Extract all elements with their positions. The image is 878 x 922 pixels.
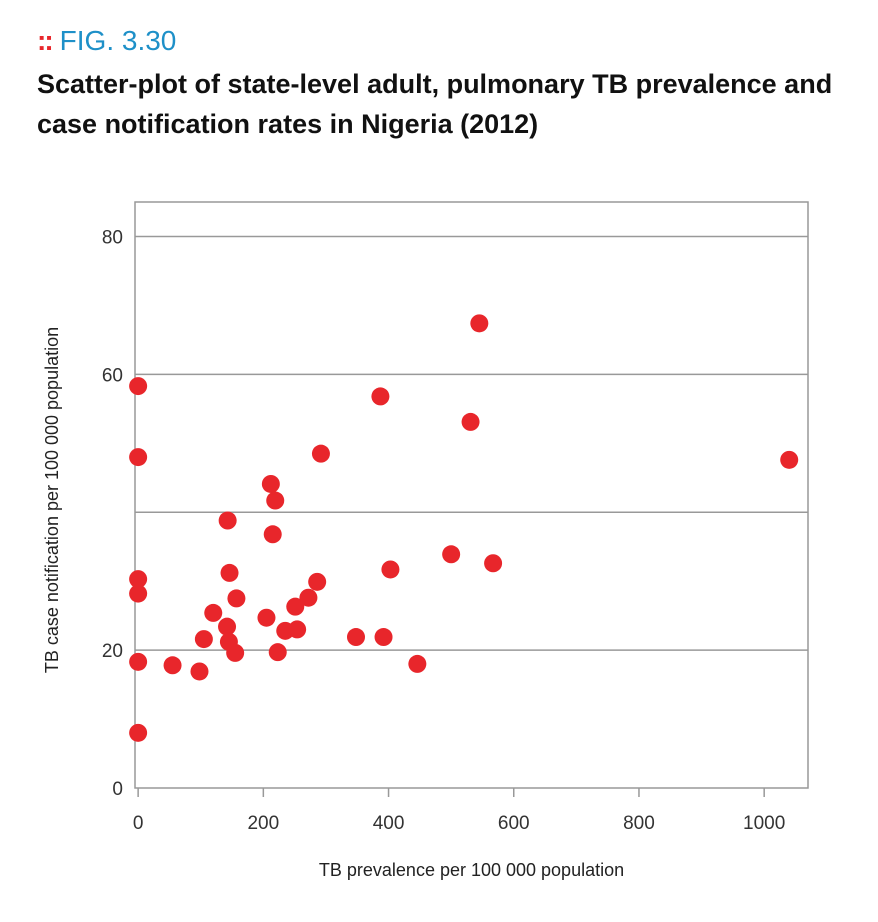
data-point [286,597,305,616]
data-point [261,474,280,493]
data-point [129,570,148,589]
data-point [163,656,182,675]
figure-marker: :: [37,25,54,56]
data-points [129,314,799,742]
data-point [780,450,799,469]
x-tick-label: 0 [133,813,144,834]
data-point [129,723,148,742]
chart-title: Scatter-plot of state-level adult, pulmo… [37,69,833,139]
data-point [220,563,239,582]
data-point [218,617,237,636]
plot-frame [134,201,809,789]
y-tick-label: 0 [112,779,123,800]
y-axis-label: TB case notification per 100 000 populat… [42,327,62,673]
x-tick-label: 400 [373,813,405,834]
data-point [257,608,276,627]
data-point [371,387,390,406]
y-tick-label: 60 [102,365,123,386]
data-point [218,511,237,530]
data-point [227,589,246,608]
x-tick-label: 800 [623,813,655,834]
data-point [299,588,318,607]
gridlines [135,235,808,651]
data-point [129,584,148,603]
data-point [461,412,480,431]
x-tick-label: 600 [498,813,530,834]
data-point [346,628,365,647]
x-tick-label: 1000 [743,813,785,834]
figure-number: FIG. 3.30 [59,25,177,56]
data-point [129,448,148,467]
data-point [408,654,427,673]
data-point [190,662,209,681]
data-point [129,377,148,396]
x-tick-label: 200 [247,813,279,834]
data-point [381,560,400,579]
y-tick-label: 80 [102,227,123,248]
data-point [311,444,330,463]
data-point [484,554,503,573]
y-tick-label: 20 [102,641,123,662]
data-point [374,628,393,647]
data-point [204,603,223,622]
x-axis-label: TB prevalence per 100 000 population [319,860,624,880]
data-point [266,491,285,510]
data-point [263,525,282,544]
data-point [308,572,327,591]
figure-label: :: FIG. 3.30 [37,24,176,58]
data-point [129,652,148,671]
data-point [194,630,213,649]
data-point [268,643,287,662]
data-point [470,314,489,333]
data-point [288,620,307,639]
data-point [226,643,245,662]
data-point [442,545,461,564]
